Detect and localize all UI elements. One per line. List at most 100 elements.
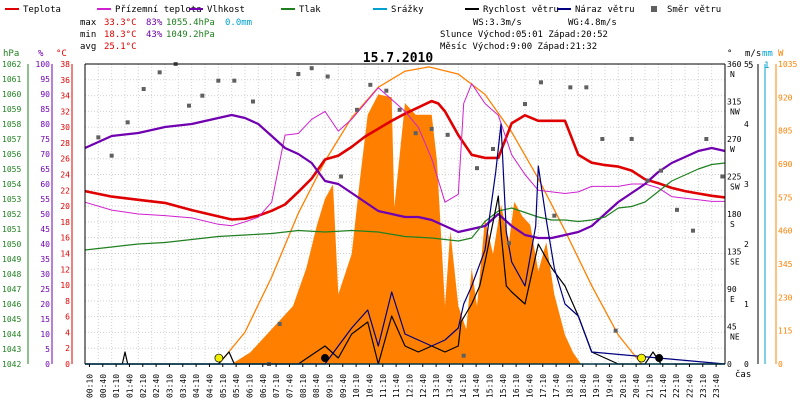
axis-pct-tick: 55 xyxy=(40,195,50,204)
axis-hpa-tick: 1045 xyxy=(2,315,21,324)
wind-direction-point xyxy=(675,207,679,212)
stats-panel: max 33.3°C 83% 1055.4hPa 0.0mm min 18.3°C 43% 10… xyxy=(80,18,617,52)
wind-direction-point xyxy=(429,127,434,131)
axis-dir-compass: E xyxy=(730,295,735,304)
axis-hpa-tick: 1044 xyxy=(2,330,21,339)
wind-direction-point xyxy=(141,87,146,91)
axis-mm-label: mm xyxy=(762,49,773,59)
axis-wm2-tick: 115 xyxy=(778,327,793,336)
axis-x-tick: 11:10 xyxy=(379,374,388,398)
axis-degc-tick: 12 xyxy=(60,265,70,274)
axis-pct-tick: 0 xyxy=(45,360,50,369)
axis-pct-tick: 10 xyxy=(40,330,50,339)
wind-direction-point xyxy=(355,107,359,112)
series-naraz-vetru xyxy=(85,123,726,365)
axis-degc-tick: 26 xyxy=(60,155,70,164)
axis-x-tick: 00:40 xyxy=(99,374,108,398)
axis-degc-tick: 34 xyxy=(60,92,70,101)
series-tlak xyxy=(84,162,726,251)
axis-pct-tick: 30 xyxy=(40,270,50,279)
axis-degc-tick: 8 xyxy=(65,297,70,306)
axis-dir-tick: 180 xyxy=(727,210,742,219)
axis-x-tick: 21:10 xyxy=(645,374,654,398)
axis-x-tick: 04:40 xyxy=(205,374,214,398)
axis-x-tick: 02:40 xyxy=(152,374,161,398)
wind-direction-point xyxy=(187,103,191,108)
axis-degc-tick: 24 xyxy=(60,171,70,180)
axis-degc-tick: 2 xyxy=(65,344,70,353)
axis-degc-tick: 18 xyxy=(60,218,70,227)
axis-wm2-tick: 805 xyxy=(778,127,793,136)
wind-direction-point xyxy=(691,228,695,233)
wind-direction-point xyxy=(200,93,205,98)
stats-max-pres: 1055.4hPa xyxy=(166,18,215,28)
axis-x-tick: 01:10 xyxy=(112,374,121,398)
axis-degc-tick: 28 xyxy=(60,139,70,148)
stats-min-hum: 43% xyxy=(146,30,163,40)
chart-title: 15.7.2010 xyxy=(363,51,434,66)
axis-x-tick: 12:40 xyxy=(419,374,428,398)
axis-degc-tick: 4 xyxy=(65,328,70,337)
axis-hpa-tick: 1055 xyxy=(2,165,21,174)
axis-dir-compass: NE xyxy=(730,333,740,342)
axis-x-tick: 19:40 xyxy=(605,374,614,398)
wind-direction-point xyxy=(216,78,221,83)
wind-direction-layer xyxy=(96,62,725,366)
axis-ms-tick: 5 xyxy=(744,60,749,69)
axis-hpa-tick: 1042 xyxy=(2,360,21,369)
axis-degc-label: °C xyxy=(56,49,67,59)
axis-hpa-label: hPa xyxy=(3,49,19,59)
axis-pct-tick: 80 xyxy=(40,120,50,129)
axis-x-tick: 09:10 xyxy=(325,374,334,398)
legend-label-smer-vetru: Směr větru xyxy=(667,5,721,15)
wind-direction-point xyxy=(629,137,634,141)
stats-moon: Měsíc Východ:9:00 Západ:21:32 xyxy=(440,42,597,52)
axis-x-tick: 02:10 xyxy=(139,374,148,398)
axis-degc-tick: 10 xyxy=(60,281,70,290)
wind-direction-point xyxy=(325,74,330,79)
legend-label-prizemni-teplota: Přízemní teplota xyxy=(115,5,202,15)
legend: Teplota Přízemní teplota Vlhkost Tlak Srážky… xyxy=(5,5,721,15)
axis-x-tick: 22:10 xyxy=(672,374,681,398)
axis-hpa-tick: 1054 xyxy=(2,180,21,189)
axis-pct-tick: 95 xyxy=(40,75,50,84)
wind-direction-point xyxy=(539,80,543,85)
axis-x-tick: 04:10 xyxy=(192,374,201,398)
axis-wm2-tick: 1035 xyxy=(778,60,797,69)
stats-ws: WS:3.3m/s xyxy=(473,18,522,28)
wind-direction-point xyxy=(568,85,573,90)
wind-direction-point xyxy=(384,88,389,93)
axis-dir-compass: S xyxy=(730,220,735,229)
axis-x-tick: 05:40 xyxy=(232,374,241,398)
wind-direction-point xyxy=(109,153,114,158)
wind-direction-point xyxy=(309,66,314,71)
series-vlhkost xyxy=(84,113,726,240)
axis-x-tick: 15:40 xyxy=(499,374,508,398)
axis-degc-tick: 16 xyxy=(60,234,70,243)
axis-x-tick: 21:40 xyxy=(659,374,668,398)
wind-direction-point xyxy=(368,82,373,87)
axis-wm2-tick: 690 xyxy=(778,160,793,169)
axis-pct-tick: 20 xyxy=(40,300,50,309)
wind-direction-point xyxy=(507,241,511,246)
axis-pct-tick: 90 xyxy=(40,90,50,99)
stats-min-label: min xyxy=(80,30,96,40)
annotation-layer xyxy=(214,353,664,363)
axis-x-tick: 14:40 xyxy=(472,374,481,398)
axis-pct-tick: 35 xyxy=(40,255,50,264)
axis-x-tick: 22:40 xyxy=(685,374,694,398)
axis-ms-tick: 0 xyxy=(744,360,749,369)
axis-degc-tick: 0 xyxy=(65,360,70,369)
wind-direction-point xyxy=(720,174,725,179)
axis-degc-tick: 36 xyxy=(60,76,70,85)
wind-direction-point xyxy=(296,72,301,76)
legend-swatch-smer-vetru xyxy=(651,6,657,12)
axis-dir-tick: 135 xyxy=(727,248,742,257)
axis-x-label: čas xyxy=(735,369,751,380)
wind-direction-point xyxy=(523,102,527,106)
axis-hpa-tick: 1051 xyxy=(2,225,21,234)
axis-wm2-tick: 920 xyxy=(778,93,793,102)
wind-direction-point xyxy=(277,322,282,326)
axis-degc-tick: 6 xyxy=(65,313,70,322)
axis-hpa-tick: 1052 xyxy=(2,210,21,219)
